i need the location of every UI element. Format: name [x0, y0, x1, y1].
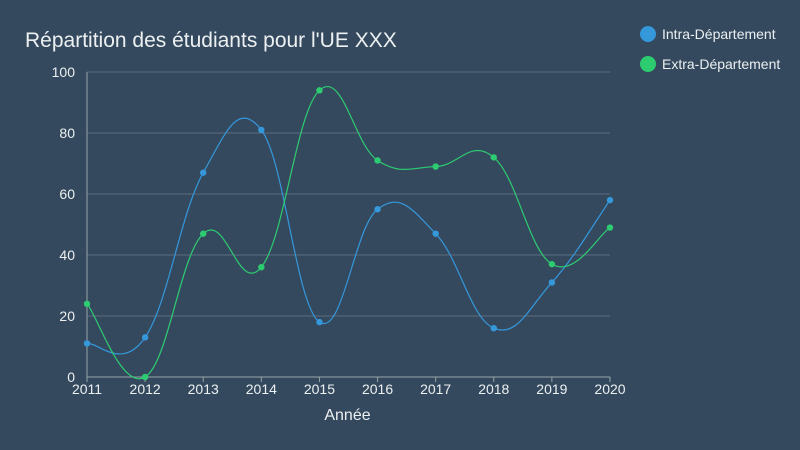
x-tick-label: 2020: [594, 381, 625, 397]
series-1-point[interactable]: [432, 230, 439, 237]
legend-label: Extra-Département: [662, 56, 780, 72]
x-tick-label: 2011: [72, 381, 102, 397]
x-tick-label: 2015: [304, 381, 335, 397]
legend-item-2[interactable]: Extra-Département: [640, 56, 780, 72]
legend-item-1[interactable]: Intra-Département: [640, 26, 776, 42]
series-2-point[interactable]: [316, 87, 323, 94]
x-tick-label: 2013: [188, 381, 219, 397]
axes: 0 20 40 60 80 100 2011 2012 2013 2014 2015 2016 2017…: [52, 64, 626, 397]
chart-title: Répartition des étudiants pour l'UE XXX: [25, 29, 397, 52]
series-1-point[interactable]: [606, 196, 614, 204]
x-tick-label: 2018: [478, 381, 509, 397]
x-tick-label: 2012: [130, 381, 161, 397]
y-tick-label: 40: [59, 247, 75, 263]
x-tick-label: 2019: [536, 381, 567, 397]
series-1-point[interactable]: [200, 169, 207, 176]
y-tick-label: 60: [59, 186, 75, 202]
series-1-line: [86, 117, 611, 355]
series-2-point[interactable]: [606, 224, 614, 231]
series-1-point[interactable]: [258, 126, 265, 134]
series-1-point[interactable]: [490, 325, 497, 332]
x-axis-label: Année: [324, 407, 370, 424]
y-tick-label: 20: [59, 308, 75, 324]
x-tick-label: 2016: [362, 381, 393, 397]
series-2-point[interactable]: [548, 260, 556, 268]
series-1-point[interactable]: [374, 206, 381, 213]
grid-lines: [87, 71, 610, 317]
series-2-point[interactable]: [490, 154, 497, 161]
series-1-point[interactable]: [548, 279, 556, 286]
y-tick-label: 0: [67, 369, 75, 385]
series-1-point[interactable]: [141, 334, 149, 341]
series-2-point[interactable]: [374, 157, 381, 164]
series-2-point[interactable]: [141, 373, 149, 381]
x-tick-label: 2014: [246, 381, 277, 397]
series-2-point[interactable]: [83, 300, 91, 307]
data-points: [83, 87, 614, 381]
series-lines: [86, 86, 611, 380]
series-2-line: [86, 86, 611, 380]
x-tick-label: 2017: [420, 381, 451, 397]
y-tick-label: 100: [52, 64, 76, 80]
legend-label: Intra-Département: [662, 26, 776, 42]
series-2-point[interactable]: [200, 230, 207, 237]
y-tick-label: 80: [59, 125, 75, 141]
legend[interactable]: Intra-Département Extra-Département: [640, 26, 780, 72]
series-2-point[interactable]: [258, 264, 265, 271]
legend-marker: [640, 26, 656, 42]
series-1-point[interactable]: [316, 318, 323, 326]
legend-marker: [640, 56, 656, 72]
series-1-point[interactable]: [83, 340, 91, 347]
series-2-point[interactable]: [432, 163, 439, 170]
